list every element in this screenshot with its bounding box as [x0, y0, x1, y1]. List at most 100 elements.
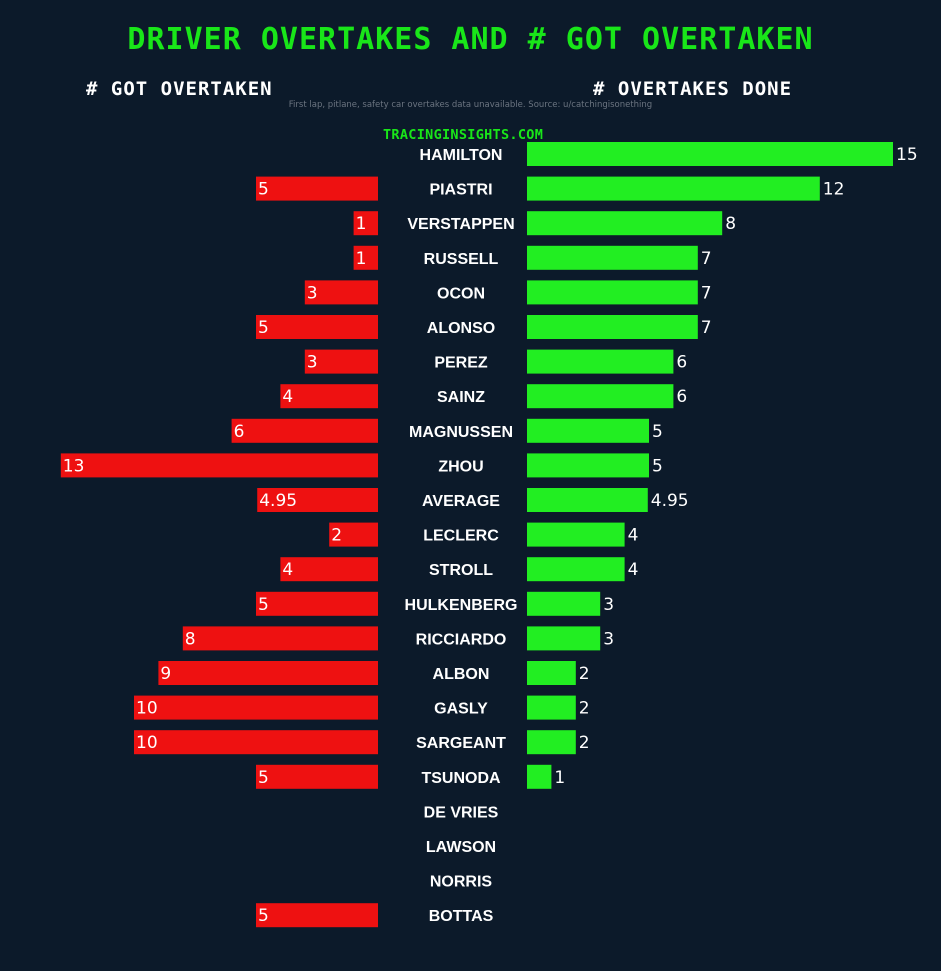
driver-label: PIASTRI: [429, 182, 492, 199]
got-overtaken-value: 5: [258, 318, 269, 338]
overtakes-done-bar: [527, 280, 698, 305]
driver-label: SARGEANT: [416, 735, 506, 752]
overtakes-done-value: 7: [701, 318, 712, 338]
overtakes-done-bar: [527, 764, 552, 789]
overtakes-done-bar: [527, 315, 698, 339]
got-overtaken-bar: [256, 591, 378, 616]
got-overtaken-value: 13: [63, 456, 85, 476]
driver-label: GASLY: [434, 701, 488, 718]
overtakes-done-value: 2: [579, 664, 590, 684]
overtakes-done-bar: [527, 142, 893, 166]
driver-label: HAMILTON: [420, 147, 503, 164]
got-overtaken-bar: [134, 730, 378, 755]
overtakes-done-value: 2: [579, 733, 590, 753]
overtakes-done-value: 15: [896, 145, 918, 165]
got-overtaken-value: 10: [136, 699, 158, 719]
driver-label: OCON: [437, 285, 485, 302]
overtakes-done-value: 3: [603, 629, 614, 649]
got-overtaken-bar: [256, 315, 378, 339]
driver-label: AVERAGE: [422, 493, 500, 510]
got-overtaken-value: 5: [258, 180, 269, 200]
driver-label: BOTTAS: [429, 908, 494, 925]
overtakes-done-bar: [527, 453, 649, 478]
got-overtaken-value: 5: [258, 768, 269, 788]
driver-label: LAWSON: [426, 839, 496, 856]
got-overtaken-value: 8: [185, 629, 196, 649]
driver-label: RUSSELL: [424, 251, 499, 268]
got-overtaken-value: 6: [234, 422, 245, 442]
driver-label: PEREZ: [434, 355, 488, 372]
overtakes-done-bar: [527, 661, 576, 685]
overtakes-done-bar: [527, 626, 601, 651]
got-overtaken-value: 10: [136, 733, 158, 753]
got-overtaken-bar: [158, 661, 378, 685]
overtakes-done-bar: [527, 695, 576, 720]
brand-watermark: TRACINGINSIGHTS.COM: [383, 127, 544, 143]
driver-label: VERSTAPPEN: [407, 216, 514, 233]
overtakes-done-value: 4: [628, 560, 639, 580]
driver-label: SAINZ: [437, 389, 485, 406]
got-overtaken-bar: [257, 488, 378, 512]
driver-label: ZHOU: [438, 458, 483, 475]
overtakes-done-value: 1: [554, 768, 565, 788]
got-overtaken-bar: [256, 176, 378, 201]
overtakes-done-value: 5: [652, 422, 663, 442]
overtakes-done-bar: [527, 522, 625, 547]
overtakes-done-bar: [527, 176, 820, 201]
overtakes-done-value: 2: [579, 699, 590, 719]
got-overtaken-bar: [256, 764, 378, 789]
overtakes-done-bar: [527, 730, 576, 755]
overtakes-done-value: 8: [725, 214, 736, 234]
got-overtaken-value: 3: [307, 353, 318, 373]
got-overtaken-bar: [134, 695, 378, 720]
got-overtaken-bar: [304, 349, 378, 374]
got-overtaken-bar: [256, 903, 378, 928]
got-overtaken-value: 1: [356, 214, 367, 234]
overtakes-done-value: 7: [701, 249, 712, 269]
driver-label: TSUNODA: [421, 770, 501, 787]
got-overtaken-bar: [329, 522, 378, 547]
got-overtaken-value: 4: [282, 560, 293, 580]
overtakes-done-bar: [527, 245, 698, 270]
got-overtaken-value: 9: [160, 664, 171, 684]
got-overtaken-value: 4: [282, 387, 293, 407]
driver-label: NORRIS: [430, 874, 493, 891]
got-overtaken-bar: [353, 211, 378, 236]
got-overtaken-bar: [353, 245, 378, 270]
overtakes-done-value: 5: [652, 456, 663, 476]
chart-title: DRIVER OVERTAKES AND # GOT OVERTAKEN: [127, 22, 814, 57]
driver-label: ALONSO: [427, 320, 495, 337]
overtakes-done-bar: [527, 488, 648, 512]
driver-label: STROLL: [429, 562, 493, 579]
got-overtaken-value: 2: [331, 526, 342, 546]
got-overtaken-bar: [280, 557, 378, 582]
got-overtaken-bar: [60, 453, 379, 478]
got-overtaken-bar: [280, 384, 378, 409]
got-overtaken-value: 5: [258, 595, 269, 615]
got-overtaken-value: 1: [356, 249, 367, 269]
overtakes-done-value: 4: [628, 526, 639, 546]
driver-label: RICCIARDO: [416, 631, 507, 648]
overtakes-done-value: 7: [701, 283, 712, 303]
got-overtaken-value: 5: [258, 906, 269, 926]
overtakes-done-bar: [527, 557, 625, 582]
got-overtaken-bar: [182, 626, 378, 651]
overtakes-done-value: 6: [676, 353, 687, 373]
driver-label: DE VRIES: [424, 804, 499, 821]
overtakes-done-bar: [527, 211, 723, 236]
overtakes-done-value: 4.95: [651, 491, 689, 511]
right-header: # OVERTAKES DONE: [593, 78, 793, 100]
got-overtaken-bar: [304, 280, 378, 305]
got-overtaken-value: 3: [307, 283, 318, 303]
overtakes-done-value: 6: [676, 387, 687, 407]
got-overtaken-value: 4.95: [259, 491, 297, 511]
source-note: First lap, pitlane, safety car overtakes…: [288, 100, 653, 110]
left-header: # GOT OVERTAKEN: [86, 78, 273, 100]
overtakes-done-bar: [527, 591, 601, 616]
overtakes-done-value: 3: [603, 595, 614, 615]
overtakes-done-value: 12: [823, 180, 845, 200]
overtakes-done-bar: [527, 384, 674, 409]
driver-label: ALBON: [433, 666, 490, 683]
driver-label: HULKENBERG: [405, 597, 518, 614]
overtakes-done-bar: [527, 418, 649, 443]
